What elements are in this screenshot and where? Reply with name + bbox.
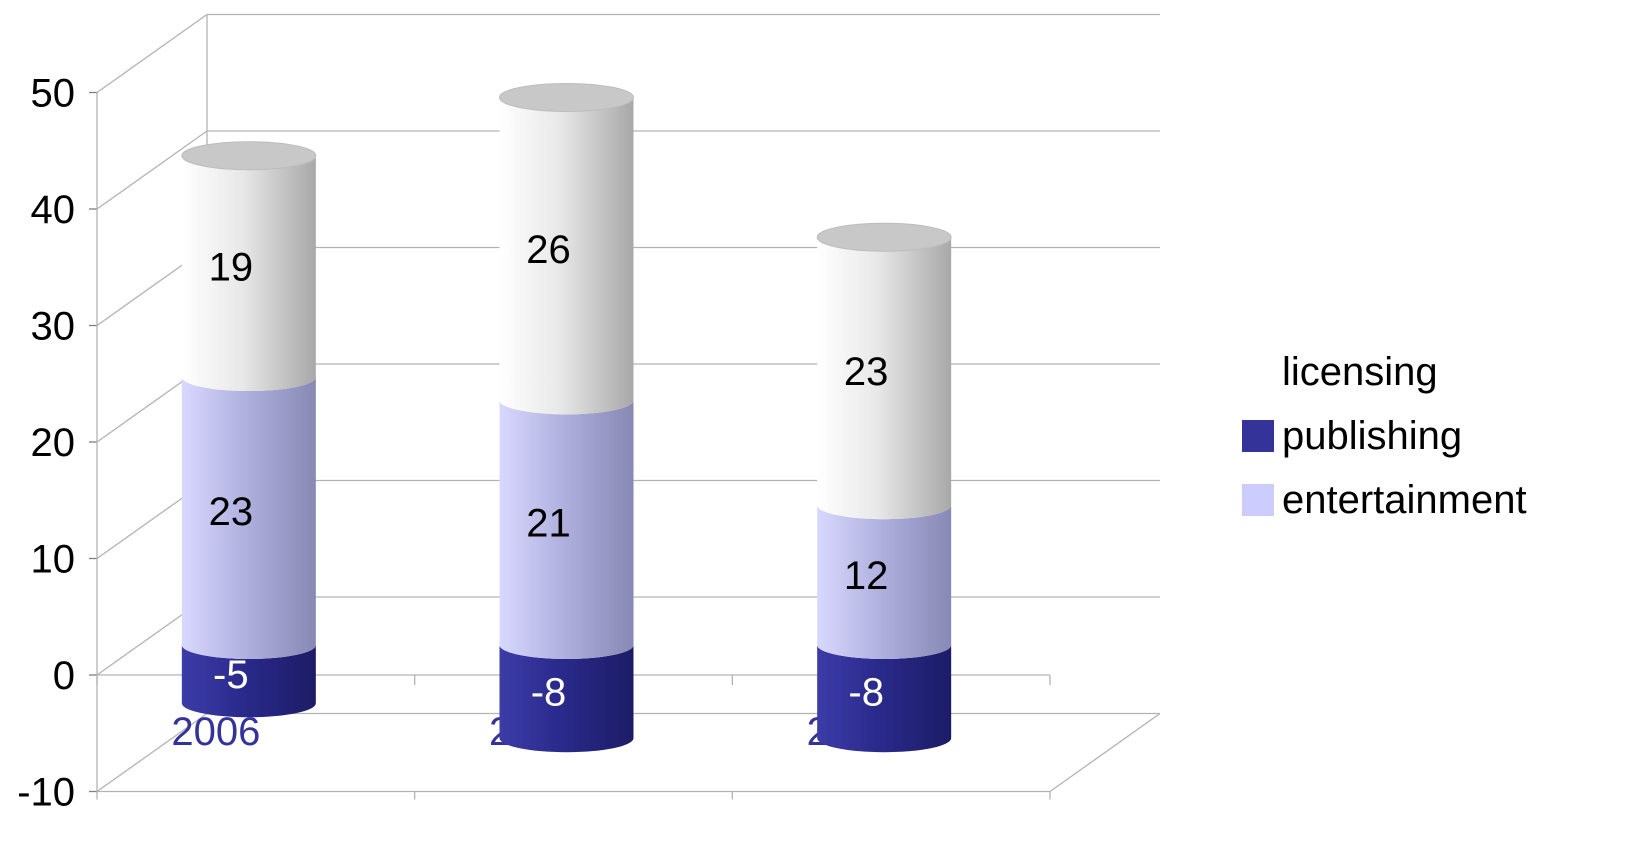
legend-swatch-publishing xyxy=(1242,420,1274,452)
legend-swatch-licensing xyxy=(1242,356,1274,388)
data-label: -5 xyxy=(213,653,249,697)
gridline-side xyxy=(96,712,208,793)
legend-item-licensing: licensing xyxy=(1242,340,1630,404)
cylinder-top-cap xyxy=(499,82,634,112)
gridline-side xyxy=(96,13,208,94)
legend-item-publishing: publishing xyxy=(1242,404,1630,468)
ytick-label: 20 xyxy=(31,421,76,465)
legend-label-licensing: licensing xyxy=(1282,349,1438,394)
data-labels: -5 23 19 -8 21 26 -8 12 23 xyxy=(209,228,889,715)
cylinder-segment-licensing xyxy=(499,97,634,415)
gridline-side xyxy=(96,130,208,210)
data-label: -8 xyxy=(848,671,884,715)
cylinder-top-cap xyxy=(181,141,317,171)
data-label: 21 xyxy=(526,502,571,546)
cylinder-segment-licensing xyxy=(817,237,952,520)
cylinder-segment-entertainment xyxy=(181,377,316,659)
data-label: 23 xyxy=(209,490,254,534)
data-label: 23 xyxy=(844,350,889,394)
cylinder-segment-publishing xyxy=(817,645,952,753)
legend-label-entertainment: entertainment xyxy=(1282,477,1527,522)
ytick-label: 10 xyxy=(31,538,76,582)
cylinder-segment-licensing xyxy=(181,155,316,392)
cylinder-segment-entertainment xyxy=(499,400,634,659)
ytick-label: 0 xyxy=(53,654,75,698)
legend-label-publishing: publishing xyxy=(1282,413,1463,458)
ytick-label: 30 xyxy=(31,305,76,349)
floor-right-edge xyxy=(1049,712,1161,793)
ytick-label: 50 xyxy=(31,72,76,116)
ytick-label: -10 xyxy=(17,771,75,815)
cylinder-segment-entertainment xyxy=(817,505,952,659)
data-label: 19 xyxy=(209,245,254,289)
legend: licensing publishing entertainment xyxy=(1242,340,1630,532)
cylinder-segment-publishing xyxy=(181,645,316,718)
ytick-label: 40 xyxy=(31,188,76,232)
legend-item-entertainment: entertainment xyxy=(1242,468,1630,532)
gridlines xyxy=(89,13,1161,800)
cylinder-segment-publishing xyxy=(499,645,634,753)
data-label: -8 xyxy=(531,671,567,715)
cylinders: 200620072008 xyxy=(171,82,952,754)
data-label: 26 xyxy=(526,228,571,272)
axis-labels: -10 0 10 20 30 40 50 xyxy=(17,72,75,815)
xtick-label: 2006 xyxy=(171,710,260,754)
cylinder-top-cap xyxy=(816,222,952,252)
data-label: 12 xyxy=(844,554,889,598)
legend-swatch-entertainment xyxy=(1242,484,1274,516)
